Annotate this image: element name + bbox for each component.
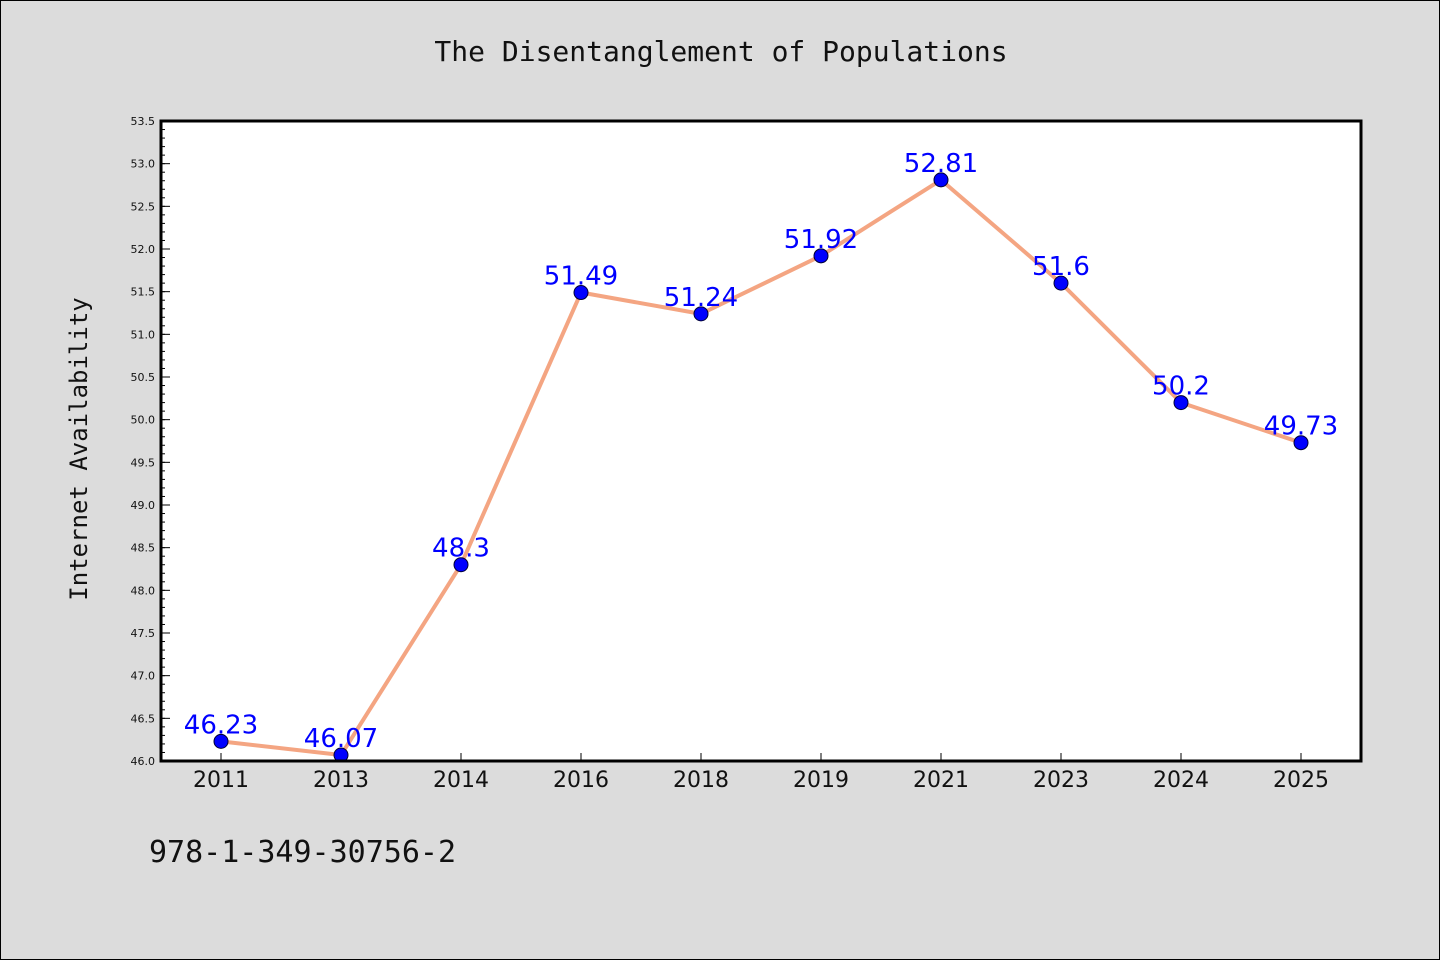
y-tick-label: 51.0 [131, 328, 156, 341]
x-tick-label: 2016 [553, 768, 609, 793]
data-label: 46.23 [184, 710, 258, 740]
x-tick-label: 2018 [673, 768, 729, 793]
x-tick-label: 2011 [193, 768, 249, 793]
data-point [213, 733, 229, 749]
plot-frame [159, 119, 1363, 763]
x-tick-label: 2013 [313, 768, 369, 793]
data-point [813, 248, 829, 264]
y-tick-label: 48.5 [131, 542, 156, 555]
x-tick-label: 2024 [1153, 768, 1209, 793]
x-tick-label: 2021 [913, 768, 969, 793]
y-tick-label: 50.0 [131, 414, 156, 427]
y-tick-label: 49.0 [131, 499, 156, 512]
data-label: 50.2 [1152, 372, 1210, 402]
x-tick-label: 2014 [433, 768, 489, 793]
data-label: 51.6 [1032, 252, 1090, 282]
y-tick-label: 50.5 [131, 371, 156, 384]
data-point [453, 557, 469, 573]
y-tick-label: 47.5 [131, 627, 156, 640]
chart-title: The Disentanglement of Populations [434, 35, 1008, 68]
data-point [693, 306, 709, 322]
data-point [1053, 275, 1069, 291]
y-tick-label: 53.0 [131, 158, 156, 171]
y-tick-label: 46.0 [131, 755, 156, 768]
series-line [220, 177, 1302, 758]
y-tick-label: 52.5 [131, 200, 156, 213]
x-tick-label: 2023 [1033, 768, 1089, 793]
data-label: 51.24 [664, 283, 738, 313]
y-tick-label: 46.5 [131, 712, 156, 725]
x-tick-label: 2025 [1273, 768, 1329, 793]
footnote-isbn: 978-1-349-30756-2 [149, 835, 457, 870]
data-point [573, 285, 589, 301]
y-tick-label: 48.0 [131, 584, 156, 597]
y-tick-label: 51.5 [131, 286, 156, 299]
data-point [1173, 395, 1189, 411]
data-label: 46.07 [304, 724, 378, 754]
x-tick-label: 2019 [793, 768, 849, 793]
y-tick-label: 47.0 [131, 670, 156, 683]
plot-area [161, 121, 1361, 761]
data-point [1293, 435, 1309, 451]
y-tick-label: 52.0 [131, 243, 156, 256]
data-label: 52.81 [904, 149, 978, 179]
data-label: 51.49 [544, 262, 618, 292]
y-tick-label: 53.5 [131, 115, 156, 128]
data-label: 49.73 [1264, 412, 1338, 442]
y-tick-label: 49.5 [131, 456, 156, 469]
data-point [933, 172, 949, 188]
data-label: 51.92 [784, 225, 858, 255]
data-label: 48.3 [432, 534, 490, 564]
